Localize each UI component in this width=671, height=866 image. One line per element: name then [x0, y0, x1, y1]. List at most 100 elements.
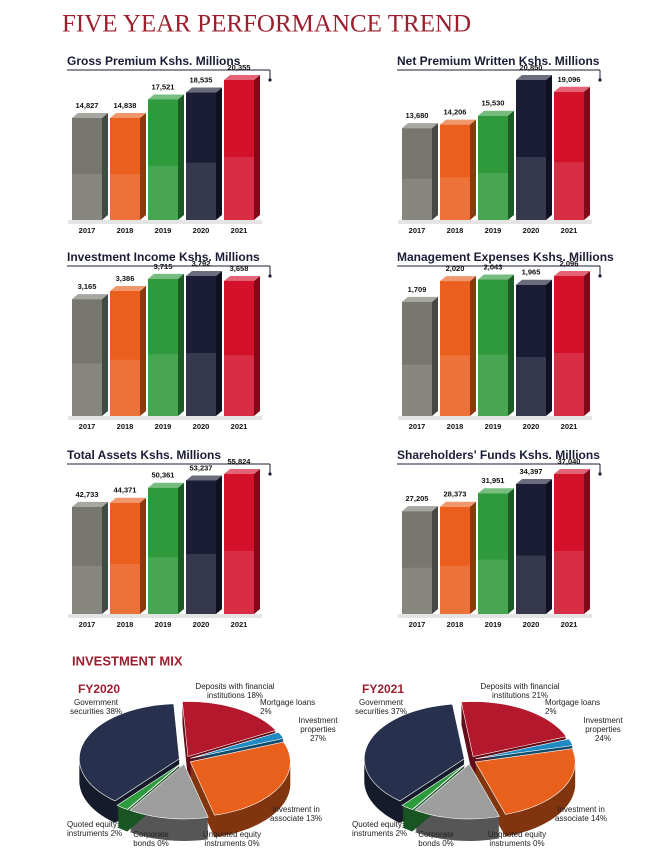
bar-shine [516, 555, 546, 614]
x-tick-label: 2018 [117, 422, 134, 431]
bar [110, 502, 140, 614]
slice-label-box: Government securities 37% [355, 698, 407, 716]
value-label: 1,965 [522, 268, 541, 277]
bar-side [102, 501, 108, 614]
x-tick-label: 2020 [193, 422, 210, 431]
slice [414, 763, 500, 820]
x-tick-label: 2019 [155, 620, 172, 629]
x-tick-label: 2017 [409, 620, 426, 629]
value-label: 17,521 [152, 82, 175, 91]
bar-side [216, 475, 222, 614]
bar-top [72, 113, 108, 119]
value-label: 15,530 [482, 99, 505, 108]
slice [412, 763, 467, 810]
slice-label-box: Investment in associate 14% [555, 805, 607, 823]
slice [190, 731, 285, 759]
x-tick-label: 2020 [193, 620, 210, 629]
value-label: 13,680 [406, 111, 429, 120]
bar-side [470, 119, 476, 220]
bar [186, 480, 216, 614]
bar-shine [72, 565, 102, 614]
bar-shine [110, 174, 140, 220]
x-tick-label: 2019 [155, 422, 172, 431]
bar-side [254, 275, 260, 416]
bar [110, 117, 140, 220]
slice-label-box: Quoted equity instruments 2% [352, 820, 407, 838]
bar-shine [110, 563, 140, 614]
bar [72, 118, 102, 220]
x-tick-label: 2019 [485, 620, 502, 629]
x-tick-label: 2021 [561, 620, 578, 629]
x-tick-label: 2019 [485, 422, 502, 431]
slice-label: Quoted equity instruments 2% [67, 820, 123, 839]
bar-top [72, 501, 108, 507]
bar-top [478, 488, 514, 494]
bar-side [254, 75, 260, 220]
bar [440, 124, 470, 220]
bar-side [140, 497, 146, 614]
bar-top [516, 75, 552, 80]
slice-label: Investment properties 24% [583, 716, 623, 744]
bar-shine [186, 553, 216, 614]
value-label: 28,373 [444, 490, 467, 499]
slice-label-box: Unquoted equity instruments 0% [488, 830, 546, 848]
slice [129, 763, 209, 820]
bar-side [140, 285, 146, 416]
bar [72, 299, 102, 416]
slice-label: Corporate bonds 0% [133, 830, 169, 849]
slice [127, 763, 182, 810]
x-tick-label: 2021 [561, 422, 578, 431]
bar-side [546, 478, 552, 614]
floor [398, 416, 592, 420]
bar-top [148, 482, 184, 488]
value-label: 3,715 [154, 262, 173, 271]
bar [516, 80, 546, 220]
page-title: FIVE YEAR PERFORMANCE TREND [62, 11, 471, 38]
floor [398, 614, 592, 618]
bar-top [516, 478, 552, 484]
chart-title: Total Assets Kshs. Millions [67, 448, 221, 462]
bar-top [516, 279, 552, 285]
bar [224, 280, 254, 416]
x-tick-label: 2017 [409, 226, 426, 235]
bar-shine [554, 162, 584, 220]
bar-shine [186, 353, 216, 416]
bar [72, 506, 102, 614]
bar-side [470, 276, 476, 416]
slice-label-box: Unquoted equity instruments 0% [203, 830, 261, 848]
value-label: 18,535 [190, 76, 213, 85]
chart-title: Net Premium Written Kshs. Millions [397, 54, 600, 68]
title-dot [598, 78, 602, 82]
x-tick-label: 2020 [523, 226, 540, 235]
bar-shine [516, 157, 546, 220]
bar-top [110, 497, 146, 503]
x-tick-label: 2017 [79, 422, 96, 431]
title-dot [268, 78, 272, 82]
section-title: INVESTMENT MIX [72, 653, 183, 668]
x-tick-label: 2018 [447, 620, 464, 629]
bar-shine [554, 353, 584, 416]
bar-shine [72, 174, 102, 220]
value-label: 1,709 [408, 285, 427, 294]
slice-label: Government securities 38% [69, 698, 123, 717]
bar-side [216, 271, 222, 416]
bar-shine [440, 355, 470, 416]
slice-label-box: Corporate bonds 0% [418, 830, 454, 848]
x-tick-label: 2021 [561, 226, 578, 235]
value-label: 31,951 [482, 476, 505, 485]
x-tick-label: 2019 [485, 226, 502, 235]
slice [474, 748, 576, 815]
bar-shine [72, 363, 102, 416]
bar-top [440, 501, 476, 507]
slice-label-box: Quoted equity instruments 2% [67, 820, 123, 839]
bar-shine [148, 557, 178, 614]
x-tick-label: 2017 [79, 620, 96, 629]
slice-label: Mortgage loans 2% [545, 698, 601, 717]
slice [182, 701, 277, 757]
value-label: 3,165 [78, 282, 97, 291]
bar-shine [516, 356, 546, 416]
value-label: 27,205 [406, 494, 429, 503]
bar-top [224, 275, 260, 281]
floor [398, 220, 592, 224]
